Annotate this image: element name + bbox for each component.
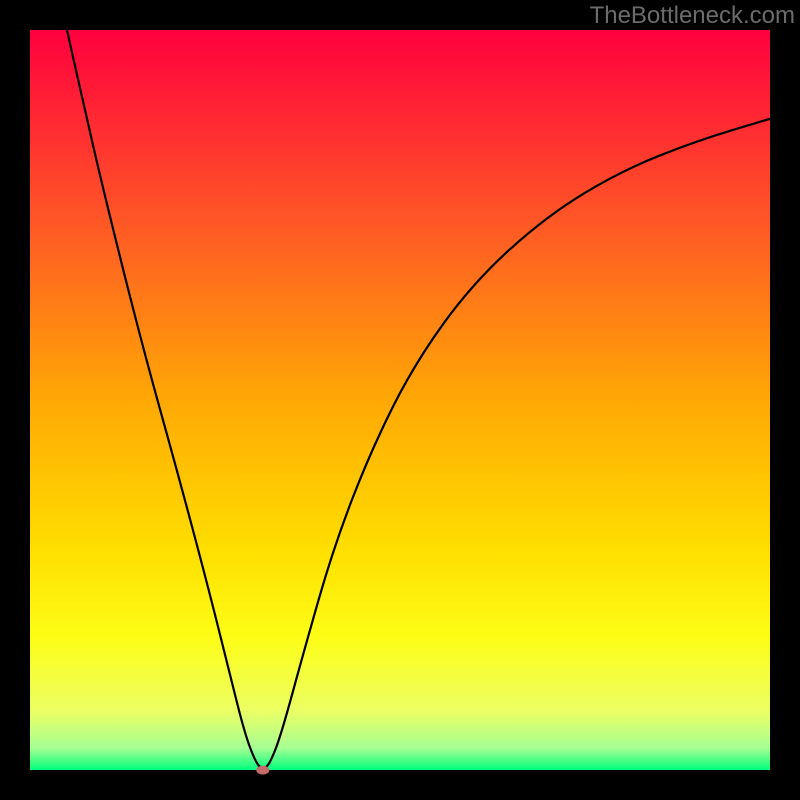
minimum-marker — [256, 766, 269, 775]
plot-area — [30, 30, 770, 770]
chart-frame: TheBottleneck.com — [0, 0, 800, 800]
curve-path — [67, 30, 770, 768]
bottleneck-curve — [30, 30, 770, 770]
watermark-text: TheBottleneck.com — [590, 2, 795, 30]
